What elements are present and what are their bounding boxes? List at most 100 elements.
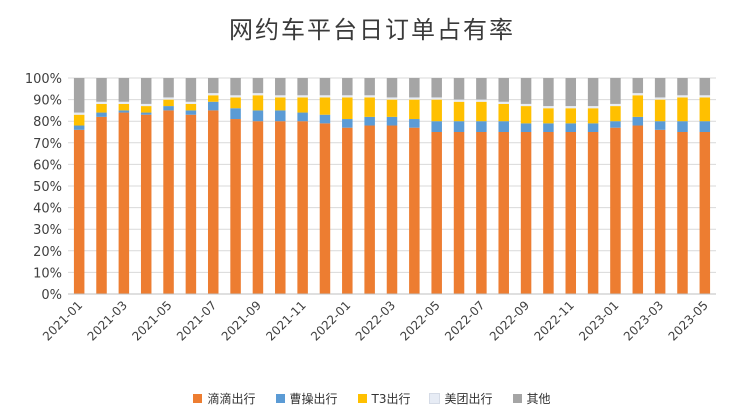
bar-segment	[610, 106, 621, 122]
bar-segment	[476, 121, 487, 132]
bar-segment	[230, 108, 241, 120]
bar-segment	[297, 112, 308, 122]
bar-segment	[163, 99, 174, 107]
bar-segment	[431, 132, 442, 294]
bar-segment	[409, 99, 420, 120]
bar-segment	[632, 116, 644, 126]
bar-segment	[364, 95, 375, 98]
bar-segment	[386, 99, 398, 117]
bar-segment	[520, 106, 532, 124]
bar-segment	[498, 101, 509, 104]
legend-swatch	[275, 394, 285, 403]
x-tick-label: 2021-09	[219, 298, 264, 343]
x-tick-label: 2023-05	[666, 298, 711, 343]
bar-segment	[476, 132, 487, 294]
chart-title: 网约车平台日订单占有率	[229, 16, 515, 44]
bar-segment	[543, 106, 554, 109]
bar-segment	[386, 78, 398, 98]
bar-segment	[543, 132, 554, 294]
bar-segment	[319, 78, 331, 96]
bar-segment	[543, 123, 554, 132]
legend-item: 其他	[512, 390, 551, 407]
bar-segment	[163, 110, 174, 295]
bar-segment	[386, 125, 398, 295]
bar-segment	[297, 95, 308, 98]
x-tick-label: 2022-11	[532, 298, 577, 343]
bar-segment	[252, 121, 264, 294]
x-tick-label: 2021-05	[129, 298, 174, 343]
bar-segment	[230, 119, 241, 294]
bar-segment	[275, 121, 286, 294]
bar-segment	[431, 121, 442, 132]
bar-segment	[297, 78, 308, 96]
bar-segment	[140, 78, 152, 104]
bar-segment	[230, 95, 241, 98]
bar-segment	[230, 97, 241, 109]
bar-segment	[565, 123, 577, 132]
bars	[73, 78, 711, 295]
bar-segment	[342, 127, 353, 295]
bar-segment	[654, 121, 666, 130]
bar-segment	[364, 97, 375, 117]
y-tick-label: 0%	[41, 288, 62, 303]
legend: 滴滴出行 曹操出行 T3出行 美团出行 其他	[0, 390, 744, 407]
bar-segment	[699, 95, 711, 98]
bar-segment	[520, 132, 532, 294]
bar-segment	[453, 132, 465, 294]
bar-segment	[297, 121, 308, 294]
bar-segment	[409, 78, 420, 98]
bar-segment	[364, 116, 375, 126]
bar-segment	[699, 78, 711, 96]
bar-segment	[275, 97, 286, 111]
x-tick-label: 2021-03	[85, 298, 130, 343]
bar-segment	[73, 125, 85, 130]
bar-segment	[230, 78, 241, 96]
bar-segment	[498, 132, 509, 294]
bar-segment	[476, 101, 487, 122]
bar-segment	[118, 103, 130, 111]
bar-segment	[319, 95, 331, 98]
bar-segment	[610, 121, 621, 128]
bar-segment	[96, 103, 107, 113]
bar-segment	[610, 103, 621, 107]
bar-segment	[140, 103, 152, 107]
y-tick-label: 20%	[33, 245, 62, 260]
bar-segment	[520, 103, 532, 107]
bar-segment	[342, 78, 353, 96]
bar-segment	[453, 121, 465, 132]
bar-segment	[565, 106, 577, 109]
legend-swatch	[512, 394, 522, 403]
bar-segment	[73, 112, 85, 115]
y-axis: 0% 10% 20% 30% 40% 50% 60% 70% 80% 90% 100%	[25, 72, 62, 303]
legend-swatch	[429, 393, 441, 404]
bar-segment	[431, 97, 442, 100]
bar-segment	[140, 114, 152, 294]
bar-segment	[453, 101, 465, 122]
bar-segment	[96, 112, 107, 117]
legend-label: 滴滴出行	[207, 392, 256, 406]
bar-segment	[185, 114, 197, 294]
x-tick-label: 2022-07	[442, 298, 487, 343]
bar-segment	[118, 112, 130, 294]
bar-segment	[520, 123, 532, 132]
bar-segment	[699, 121, 711, 132]
y-tick-label: 50%	[33, 180, 62, 195]
bar-segment	[207, 101, 219, 111]
bar-segment	[498, 78, 509, 102]
bar-segment	[654, 97, 666, 100]
bar-segment	[677, 121, 688, 132]
bar-segment	[654, 99, 666, 122]
bar-segment	[565, 108, 577, 124]
bar-segment	[587, 106, 599, 109]
bar-segment	[409, 127, 420, 295]
bar-segment	[677, 132, 688, 294]
bar-segment	[319, 97, 331, 115]
bar-segment	[252, 110, 264, 122]
legend-item: 美团出行	[429, 390, 493, 407]
bar-segment	[342, 95, 353, 98]
bar-segment	[140, 112, 152, 115]
bar-segment	[520, 78, 532, 104]
bar-segment	[654, 78, 666, 98]
bar-segment	[96, 78, 107, 102]
bar-segment	[632, 95, 644, 117]
